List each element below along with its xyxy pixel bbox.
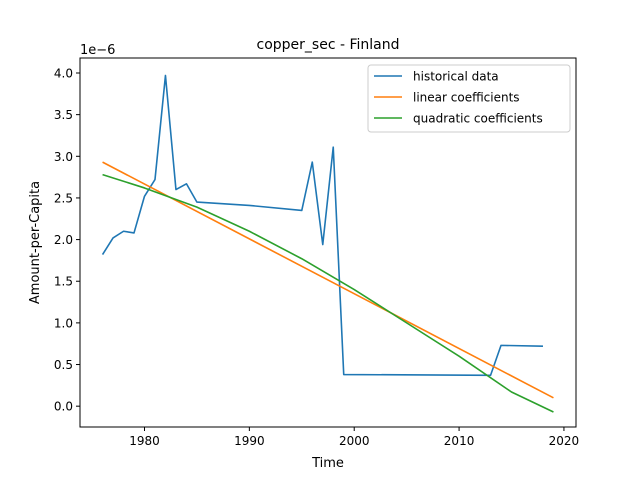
legend-label-3: quadratic coefficients (413, 112, 543, 126)
x-tick-label: 2000 (339, 434, 370, 448)
x-tick-label: 1990 (234, 434, 265, 448)
y-axis-offset-text: 1e−6 (80, 43, 115, 58)
plot-area (79, 57, 577, 428)
x-axis-ticks: 1980 1990 2000 2010 2020 (129, 427, 579, 448)
series-line-1 (101, 74, 543, 377)
legend-items: historical data linear coefficients quadra… (374, 70, 543, 126)
y-tick-label: 1.0 (54, 316, 73, 330)
y-tick-label: 3.0 (54, 150, 73, 164)
y-tick-label: 3.5 (54, 108, 73, 122)
legend: historical data linear coefficients quadra… (367, 64, 571, 133)
chart-title: copper_sec - Finland (257, 37, 400, 53)
axes-frame (79, 57, 577, 428)
y-tick-label: 2.0 (54, 233, 73, 247)
y-axis-label: Amount-per-Capita (28, 181, 43, 304)
series-line-2 (102, 161, 554, 399)
x-tick-label: 2020 (549, 434, 580, 448)
y-tick-label: 4.0 (54, 66, 73, 80)
y-tick-label: 0.5 (54, 358, 73, 372)
x-tick-label: 2010 (444, 434, 475, 448)
legend-box (367, 64, 571, 133)
y-axis-ticks: 0.0 0.5 1.0 1.5 2.0 2.5 3.0 3.5 4.0 (54, 66, 80, 414)
legend-label-2: linear coefficients (413, 91, 520, 105)
y-tick-label: 2.5 (54, 191, 73, 205)
series-line-3 (102, 173, 554, 413)
series-layer (101, 74, 554, 413)
legend-label-1: historical data (413, 70, 499, 84)
x-axis-label: Time (311, 456, 344, 471)
y-tick-label: 1.5 (54, 275, 73, 289)
x-tick-label: 1980 (129, 434, 160, 448)
y-tick-label: 0.0 (54, 400, 73, 414)
